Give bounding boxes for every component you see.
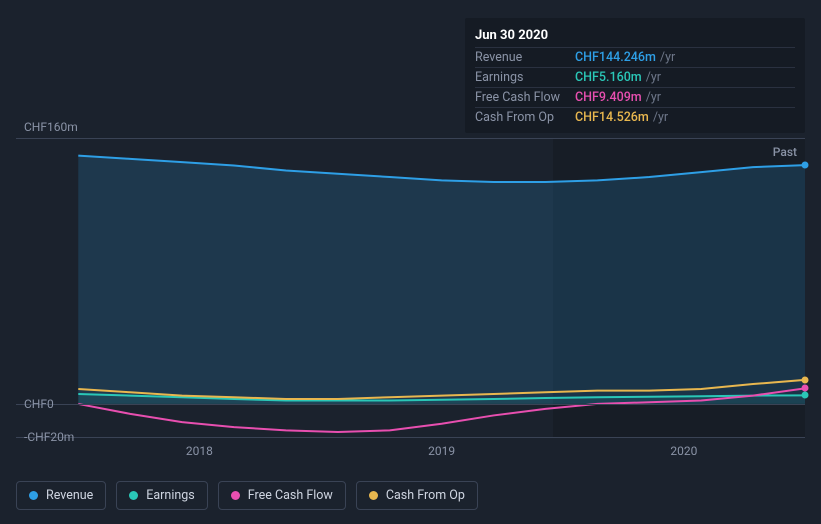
- zero-gridline: [16, 404, 805, 405]
- legend-item-earnings[interactable]: Earnings: [116, 481, 207, 510]
- tooltip-metric-value: CHF9.409m: [575, 90, 642, 105]
- legend-dot-icon: [369, 491, 378, 500]
- tooltip-row: EarningsCHF5.160m/yr: [475, 67, 795, 87]
- tooltip-metric-label: Earnings: [475, 70, 575, 85]
- revenue-end-marker: [802, 162, 809, 169]
- legend-label: Cash From Op: [386, 488, 465, 503]
- chart-legend: Revenue Earnings Free Cash Flow Cash From O…: [16, 481, 478, 510]
- legend-item-cfo[interactable]: Cash From Op: [356, 481, 478, 510]
- tooltip-metric-label: Free Cash Flow: [475, 90, 575, 105]
- legend-label: Earnings: [146, 488, 194, 503]
- tooltip-metric-value: CHF144.246m: [575, 50, 656, 65]
- x-axis-tick: 2018: [186, 444, 213, 458]
- tooltip-metric-label: Cash From Op: [475, 110, 575, 125]
- chart-tooltip: Jun 30 2020 RevenueCHF144.246m/yrEarning…: [465, 18, 805, 133]
- tooltip-metric-unit: /yr: [646, 70, 661, 85]
- legend-item-revenue[interactable]: Revenue: [16, 481, 106, 510]
- x-axis: 2018 2019 2020: [48, 438, 805, 462]
- tooltip-metric-unit: /yr: [653, 110, 668, 125]
- tooltip-metric-label: Revenue: [475, 50, 575, 65]
- legend-label: Revenue: [46, 488, 93, 503]
- tooltip-metric-unit: /yr: [646, 90, 661, 105]
- legend-dot-icon: [231, 491, 240, 500]
- tooltip-date: Jun 30 2020: [475, 24, 795, 47]
- tooltip-metric-value: CHF5.160m: [575, 70, 642, 85]
- fcf-end-marker: [802, 385, 809, 392]
- x-axis-tick: 2019: [428, 444, 455, 458]
- tooltip-metric-unit: /yr: [660, 50, 675, 65]
- tooltip-row: RevenueCHF144.246m/yr: [475, 47, 795, 67]
- legend-dot-icon: [29, 491, 38, 500]
- chart-plot: [48, 139, 805, 437]
- tooltip-metric-value: CHF14.526m: [575, 110, 649, 125]
- financials-chart: CHF160m Past CHF0 -CHF20m 201820192020: [16, 120, 805, 462]
- legend-label: Free Cash Flow: [248, 488, 333, 503]
- legend-dot-icon: [129, 491, 138, 500]
- tooltip-row: Cash From OpCHF14.526m/yr: [475, 107, 795, 127]
- earnings-end-marker: [802, 392, 809, 399]
- legend-item-fcf[interactable]: Free Cash Flow: [218, 481, 346, 510]
- y-axis-zero-label: CHF0: [24, 397, 54, 411]
- tooltip-row: Free Cash FlowCHF9.409m/yr: [475, 87, 795, 107]
- x-axis-tick: 2020: [670, 444, 697, 458]
- cfo-end-marker: [802, 376, 809, 383]
